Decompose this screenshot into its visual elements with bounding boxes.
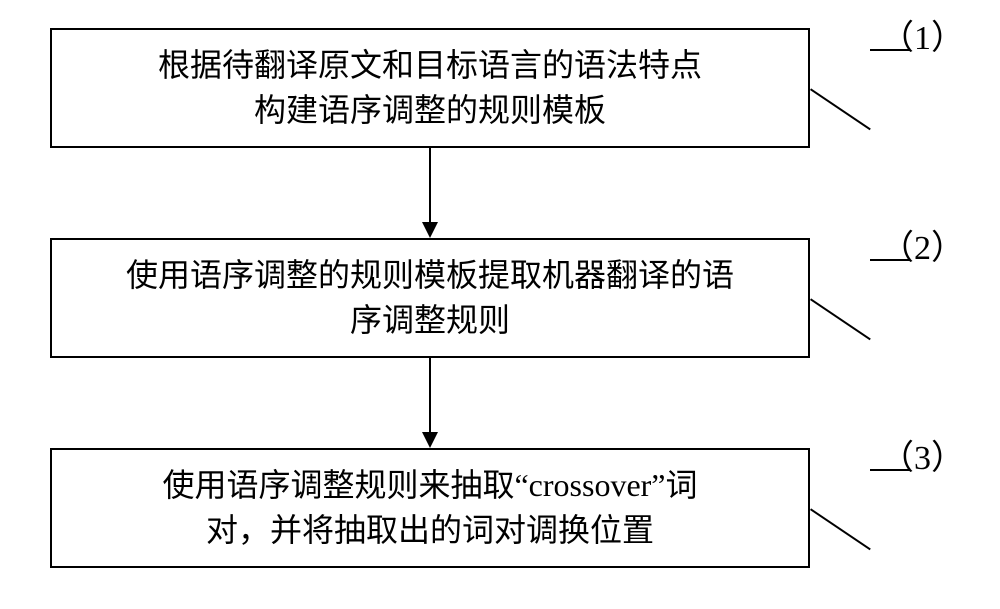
flow-box-3-text: 使用语序调整规则来抽取“crossover”词 对，并将抽取出的词对调换位置 [162,463,697,553]
flow-box-1-text: 根据待翻译原文和目标语言的语法特点 构建语序调整的规则模板 [158,43,702,133]
arrow-2-line [429,358,431,432]
flow-box-3-line1: 使用语序调整规则来抽取“crossover”词 [162,467,697,503]
flow-box-3-line2: 对，并将抽取出的词对调换位置 [206,512,654,548]
leader-2-diag [810,298,871,340]
leader-3-h [870,469,910,471]
leader-1-diag [810,88,871,130]
flow-box-1-line2: 构建语序调整的规则模板 [254,92,606,128]
flow-box-2-line2: 序调整规则 [350,302,510,338]
step-label-2: （2） [880,220,965,269]
arrow-1-head [422,222,438,238]
flow-box-3: 使用语序调整规则来抽取“crossover”词 对，并将抽取出的词对调换位置 [50,448,810,568]
flow-box-2: 使用语序调整的规则模板提取机器翻译的语 序调整规则 [50,238,810,358]
arrow-2-head [422,432,438,448]
flowchart-canvas: 根据待翻译原文和目标语言的语法特点 构建语序调整的规则模板 使用语序调整的规则模… [0,0,1000,609]
leader-1-h [870,49,910,51]
leader-3-diag [810,508,871,550]
arrow-1-line [429,148,431,222]
leader-2-h [870,259,910,261]
flow-box-2-line1: 使用语序调整的规则模板提取机器翻译的语 [126,257,734,293]
step-label-3: （3） [880,430,965,479]
step-label-1: （1） [880,10,965,59]
flow-box-1-line1: 根据待翻译原文和目标语言的语法特点 [158,47,702,83]
flow-box-1: 根据待翻译原文和目标语言的语法特点 构建语序调整的规则模板 [50,28,810,148]
flow-box-2-text: 使用语序调整的规则模板提取机器翻译的语 序调整规则 [126,253,734,343]
